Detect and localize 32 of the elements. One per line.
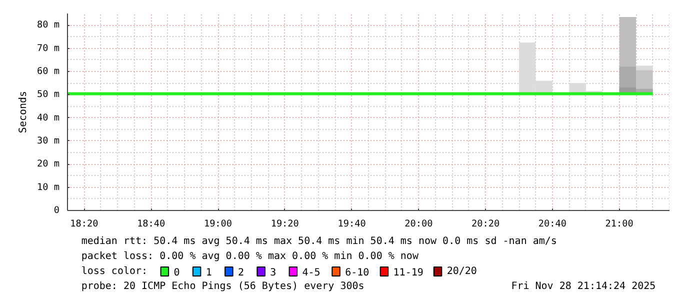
legend-label: 2 <box>238 268 244 278</box>
legend-label: 4-5 <box>302 268 320 278</box>
y-tick-label: 70 m <box>37 42 60 54</box>
x-tick-label: 19:00 <box>204 218 232 230</box>
y-tick-label: 50 m <box>37 89 60 100</box>
y-tick-label: 80 m <box>37 20 60 31</box>
legend-label: 20/20 <box>446 266 477 277</box>
y-tick-label: 20 m <box>37 158 60 170</box>
text: packet loss: 0.00 % avg 0.00 % max 0.00 % min 0.00 % now <box>81 251 420 262</box>
x-tick-label: 20:00 <box>404 218 434 230</box>
x-tick-label: 18:40 <box>137 218 166 230</box>
y-tick-label: 60 m <box>37 66 60 77</box>
y-axis-title: Seconds <box>18 90 30 134</box>
text: Fri Nov 28 21:14:24 2025 <box>511 281 656 292</box>
y-tick-label: 10 m <box>37 182 60 193</box>
y-tick-label: 0 <box>54 205 60 216</box>
x-tick-label: 20:20 <box>472 218 500 230</box>
legend-label: 3 <box>270 268 276 278</box>
text: probe: 20 ICMP Echo Pings (56 Bytes) every 300s <box>81 281 364 292</box>
legend-title: loss color: <box>81 266 148 277</box>
text: median rtt: 50.4 ms avg 50.4 ms max 50.4 ms min 50.4 ms now 0.0 ms sd -nan am/s <box>81 236 557 247</box>
x-tick-label: 18:20 <box>70 218 99 230</box>
x-tick-label: 20:40 <box>538 218 567 230</box>
x-tick-label: 21:00 <box>605 218 634 230</box>
y-tick-label: 40 m <box>37 112 60 124</box>
legend-label: 6-10 <box>345 268 370 278</box>
x-tick-label: 19:40 <box>338 218 366 230</box>
y-tick-label: 30 m <box>37 135 60 146</box>
legend-label: 1 <box>206 268 212 278</box>
x-tick-label: 19:20 <box>270 218 300 230</box>
legend-label: 11-19 <box>393 268 424 278</box>
legend-label: 0 <box>174 268 180 278</box>
